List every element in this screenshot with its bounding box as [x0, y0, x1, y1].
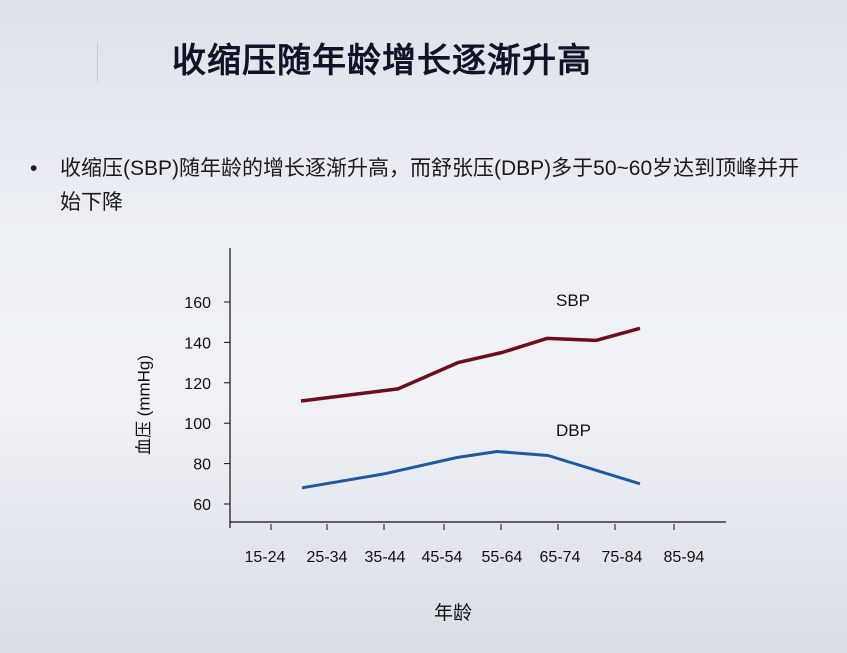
series-sbp-label: SBP	[556, 291, 590, 310]
decorative-divider	[97, 42, 98, 82]
y-tick-label: 80	[193, 457, 211, 474]
y-tick-label: 120	[184, 376, 211, 393]
x-tick-label: 15-24	[245, 549, 286, 566]
y-tick-label: 160	[184, 295, 211, 312]
x-tick-label: 85-94	[664, 549, 705, 566]
y-tick-label: 140	[184, 335, 211, 352]
bullet-icon: •	[30, 157, 38, 180]
x-axis-label: 年龄	[434, 603, 473, 624]
slide-title: 收缩压随年龄增长逐渐升高	[172, 41, 592, 81]
x-tick-label: 55-64	[482, 549, 523, 566]
bullet-text: 收缩压(SBP)随年龄的增长逐渐升高，而舒张压(DBP)多于50~60岁达到顶峰…	[60, 157, 800, 214]
x-tick-label: 25-34	[307, 549, 348, 566]
x-tick-label: 35-44	[365, 549, 406, 566]
x-tick-label: 75-84	[602, 549, 643, 566]
y-tick-label: 100	[184, 416, 211, 433]
series-dbp-label: DBP	[556, 421, 591, 440]
series-sbp-line	[300, 326, 641, 403]
x-tick-label: 45-54	[422, 549, 463, 566]
series-dbp-line	[301, 450, 641, 490]
y-axis-label: 血压 (mmHg)	[134, 354, 154, 456]
y-tick-label: 60	[193, 497, 211, 514]
bullet-point: • 收缩压(SBP)随年龄的增长逐渐升高，而舒张压(DBP)多于50~60岁达到…	[30, 152, 820, 220]
x-tick-label: 65-74	[540, 549, 581, 566]
